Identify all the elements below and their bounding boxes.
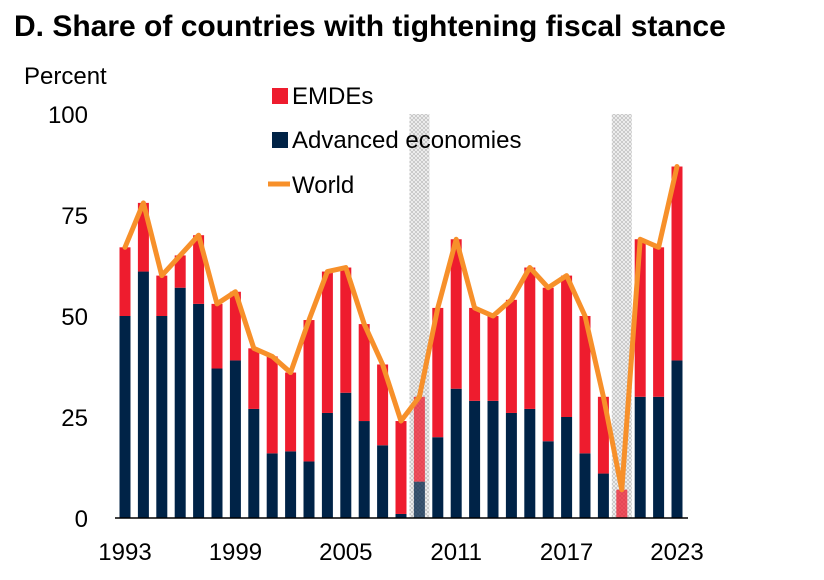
bar-emdes-1999 bbox=[229, 291, 241, 361]
y-tick-label: 0 bbox=[75, 506, 88, 533]
bar-advanced-1996 bbox=[174, 287, 186, 518]
bar-emdes-2022 bbox=[653, 247, 665, 397]
bar-advanced-2007 bbox=[377, 445, 389, 518]
bar-advanced-2006 bbox=[358, 421, 370, 518]
bar-emdes-1994 bbox=[137, 202, 149, 272]
bar-emdes-2009 bbox=[413, 396, 425, 482]
bar-emdes-2004 bbox=[321, 271, 333, 413]
x-tick-label: 1999 bbox=[209, 539, 262, 566]
bar-advanced-2016 bbox=[542, 441, 554, 518]
bar-emdes-1996 bbox=[174, 255, 186, 288]
y-tick-label: 75 bbox=[61, 203, 88, 230]
bar-emdes-2006 bbox=[358, 324, 370, 422]
bar-advanced-2001 bbox=[266, 453, 278, 518]
bar-emdes-1998 bbox=[211, 303, 223, 369]
bar-advanced-1994 bbox=[137, 271, 149, 518]
bar-emdes-2021 bbox=[634, 239, 646, 397]
bar-emdes-1995 bbox=[156, 275, 168, 316]
bar-advanced-2015 bbox=[524, 408, 536, 518]
bar-emdes-2023 bbox=[671, 166, 683, 361]
bar-advanced-2018 bbox=[579, 453, 591, 518]
bar-advanced-2003 bbox=[303, 461, 315, 518]
bar-advanced-1995 bbox=[156, 316, 168, 518]
legend-label-advanced: Advanced economies bbox=[292, 127, 521, 154]
bar-advanced-1997 bbox=[193, 303, 205, 518]
bar-advanced-2000 bbox=[248, 408, 260, 518]
legend-swatch-advanced bbox=[272, 132, 288, 148]
bar-emdes-2010 bbox=[432, 307, 444, 438]
bar-advanced-2017 bbox=[561, 417, 573, 518]
bar-advanced-2014 bbox=[505, 412, 517, 518]
bar-advanced-2021 bbox=[634, 396, 646, 518]
bar-emdes-2002 bbox=[285, 372, 297, 452]
legend-label-world: World bbox=[292, 172, 354, 199]
y-axis-label: Percent bbox=[24, 63, 107, 90]
x-tick-label: 2005 bbox=[319, 539, 372, 566]
x-tick-label: 1993 bbox=[98, 539, 151, 566]
bar-advanced-2002 bbox=[285, 451, 297, 518]
chart-title: D. Share of countries with tightening fi… bbox=[14, 10, 726, 43]
x-tick-label: 2023 bbox=[650, 539, 703, 566]
legend: EMDEs Advanced economies World bbox=[268, 83, 521, 199]
bar-emdes-2013 bbox=[487, 316, 499, 401]
bar-emdes-2020 bbox=[616, 489, 628, 518]
bar-emdes-2011 bbox=[450, 239, 462, 389]
y-tick-label: 25 bbox=[61, 405, 88, 432]
bar-advanced-2010 bbox=[432, 437, 444, 518]
bar-emdes-2016 bbox=[542, 287, 554, 442]
bar-emdes-2015 bbox=[524, 267, 536, 409]
bar-emdes-2005 bbox=[340, 267, 352, 393]
legend-swatch-emdes bbox=[272, 88, 288, 104]
legend-label-emdes: EMDEs bbox=[292, 83, 373, 110]
bar-emdes-2019 bbox=[597, 396, 609, 474]
bar-advanced-2023 bbox=[671, 360, 683, 518]
bar-advanced-1999 bbox=[229, 360, 241, 518]
bar-advanced-2011 bbox=[450, 388, 462, 518]
bar-emdes-2003 bbox=[303, 320, 315, 462]
bar-emdes-2017 bbox=[561, 275, 573, 417]
bar-advanced-2008 bbox=[395, 513, 407, 518]
bar-emdes-1993 bbox=[119, 247, 131, 316]
bar-emdes-2014 bbox=[505, 299, 517, 413]
bar-advanced-2004 bbox=[321, 412, 333, 518]
bar-emdes-1997 bbox=[193, 235, 205, 304]
bar-emdes-2000 bbox=[248, 348, 260, 409]
bar-advanced-2009 bbox=[413, 481, 425, 518]
x-tick-label: 2011 bbox=[430, 539, 482, 566]
bar-advanced-2022 bbox=[653, 396, 665, 518]
bar-advanced-2005 bbox=[340, 392, 352, 518]
bar-emdes-2012 bbox=[469, 307, 481, 401]
bar-advanced-2012 bbox=[469, 400, 481, 518]
bar-advanced-2019 bbox=[597, 473, 609, 518]
bar-advanced-2013 bbox=[487, 400, 499, 518]
x-tick-label: 2017 bbox=[540, 539, 593, 566]
bar-advanced-1998 bbox=[211, 368, 223, 518]
bar-emdes-2007 bbox=[377, 364, 389, 446]
bar-advanced-1993 bbox=[119, 316, 131, 518]
bar-emdes-2018 bbox=[579, 316, 591, 454]
bar-emdes-2001 bbox=[266, 356, 278, 454]
y-tick-label: 50 bbox=[61, 304, 88, 331]
bar-emdes-2008 bbox=[395, 421, 407, 514]
y-tick-label: 100 bbox=[48, 102, 88, 129]
